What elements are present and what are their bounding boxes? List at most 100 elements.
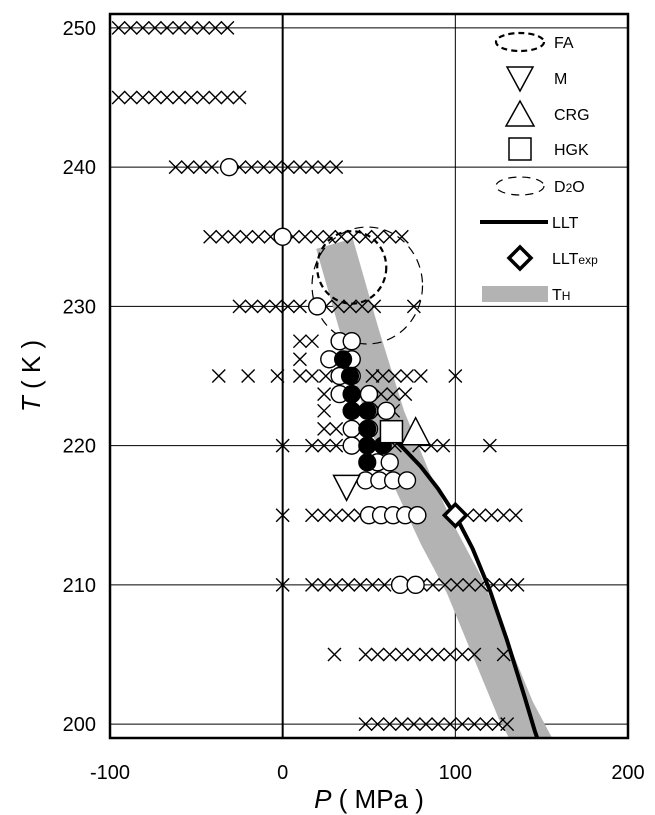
legend-label-d2o: D2O (554, 179, 585, 196)
x-mark (353, 577, 368, 592)
x-mark (394, 647, 409, 662)
crg-triangle (400, 416, 431, 446)
open-circle (342, 436, 361, 455)
open-circle (219, 157, 239, 177)
legend-symbol-crg (504, 99, 536, 127)
filled-circle (358, 401, 377, 420)
x-mark (317, 387, 332, 402)
x-mark (317, 438, 332, 453)
x-mark (370, 647, 385, 662)
x-mark (123, 90, 138, 105)
x-mark (329, 438, 344, 453)
legend-label-crg: CRG (554, 107, 590, 124)
x-mark (256, 299, 271, 314)
x-mark (330, 299, 345, 314)
x-mark (370, 717, 385, 732)
x-mark (317, 403, 332, 418)
x-mark (500, 717, 515, 732)
plot-frame (108, 12, 630, 740)
y-tick-label: 210 (63, 575, 96, 597)
filled-circle (358, 453, 377, 472)
open-circle (342, 331, 361, 351)
filled-circle (334, 350, 353, 369)
x-mark (425, 577, 440, 592)
x-mark (244, 160, 259, 175)
x-mark (329, 577, 344, 592)
circles-layer (219, 157, 427, 595)
x-mark (327, 647, 342, 662)
x-mark (334, 229, 349, 244)
x-mark (418, 647, 433, 662)
open-circle (273, 227, 292, 246)
x-mark (406, 717, 421, 732)
x-tick-label: 0 (277, 762, 288, 784)
x-mark (382, 647, 397, 662)
fa-ellipse (316, 230, 388, 305)
x-mark (418, 717, 433, 732)
x-mark (406, 647, 421, 662)
x-mark (232, 299, 247, 314)
legend-symbol-m (505, 66, 535, 93)
x-mark (196, 20, 211, 35)
y-tick-label: 230 (63, 296, 96, 318)
legend-symbol-d2o (495, 176, 545, 196)
open-circle (406, 575, 425, 595)
x-mark (241, 369, 256, 383)
x-mark (204, 160, 219, 175)
x-mark (358, 717, 373, 732)
x-mark (184, 20, 199, 35)
x-tick-label: 200 (611, 762, 644, 784)
x-mark (292, 352, 307, 367)
x-mark (398, 387, 413, 402)
x-mark (329, 508, 344, 523)
x-mark (211, 369, 226, 383)
filled-circle (342, 385, 361, 404)
open-circle (377, 401, 396, 421)
x-mark (317, 421, 332, 436)
x-mark (455, 717, 470, 732)
x-mark (111, 90, 126, 105)
x-mark (135, 90, 150, 105)
legend-label-m: M (554, 71, 567, 88)
x-mark (367, 299, 382, 314)
x-mark (251, 229, 266, 244)
filled-circle (340, 366, 360, 386)
x-tick-label: 100 (439, 762, 472, 784)
x-mark (394, 229, 409, 244)
llt-curve (384, 429, 540, 738)
x-mark (244, 299, 259, 314)
legend-label-hgk: HGK (554, 142, 589, 159)
x-mark (305, 577, 320, 592)
x-mark (208, 90, 223, 105)
x-mark (365, 369, 380, 383)
x-mark (196, 90, 211, 105)
filled-circle (342, 401, 361, 420)
x-mark (268, 160, 283, 175)
x-mark (406, 299, 421, 314)
lltexp-diamond (441, 501, 469, 529)
x-mark (358, 229, 373, 244)
x-mark (498, 577, 513, 592)
x-mark (343, 299, 358, 314)
x-mark (510, 577, 525, 592)
x-mark (479, 717, 494, 732)
x-mark (159, 90, 174, 105)
x-mark (111, 20, 126, 35)
x-mark (192, 160, 207, 175)
x-mark (341, 508, 356, 523)
x-mark (298, 229, 313, 244)
y-tick-label: 240 (63, 157, 96, 179)
x-mark (305, 334, 320, 349)
x-mark (329, 421, 344, 436)
legend-label-fa: FA (554, 35, 574, 52)
x-mark (305, 438, 320, 453)
x-mark (203, 229, 218, 244)
x-mark (467, 647, 482, 662)
x-mark (443, 717, 458, 732)
filled-circle (358, 436, 377, 455)
x-mark (508, 508, 523, 523)
legend-label-th: TH (552, 287, 570, 304)
x-mark (317, 508, 332, 523)
x-mark (370, 229, 385, 244)
